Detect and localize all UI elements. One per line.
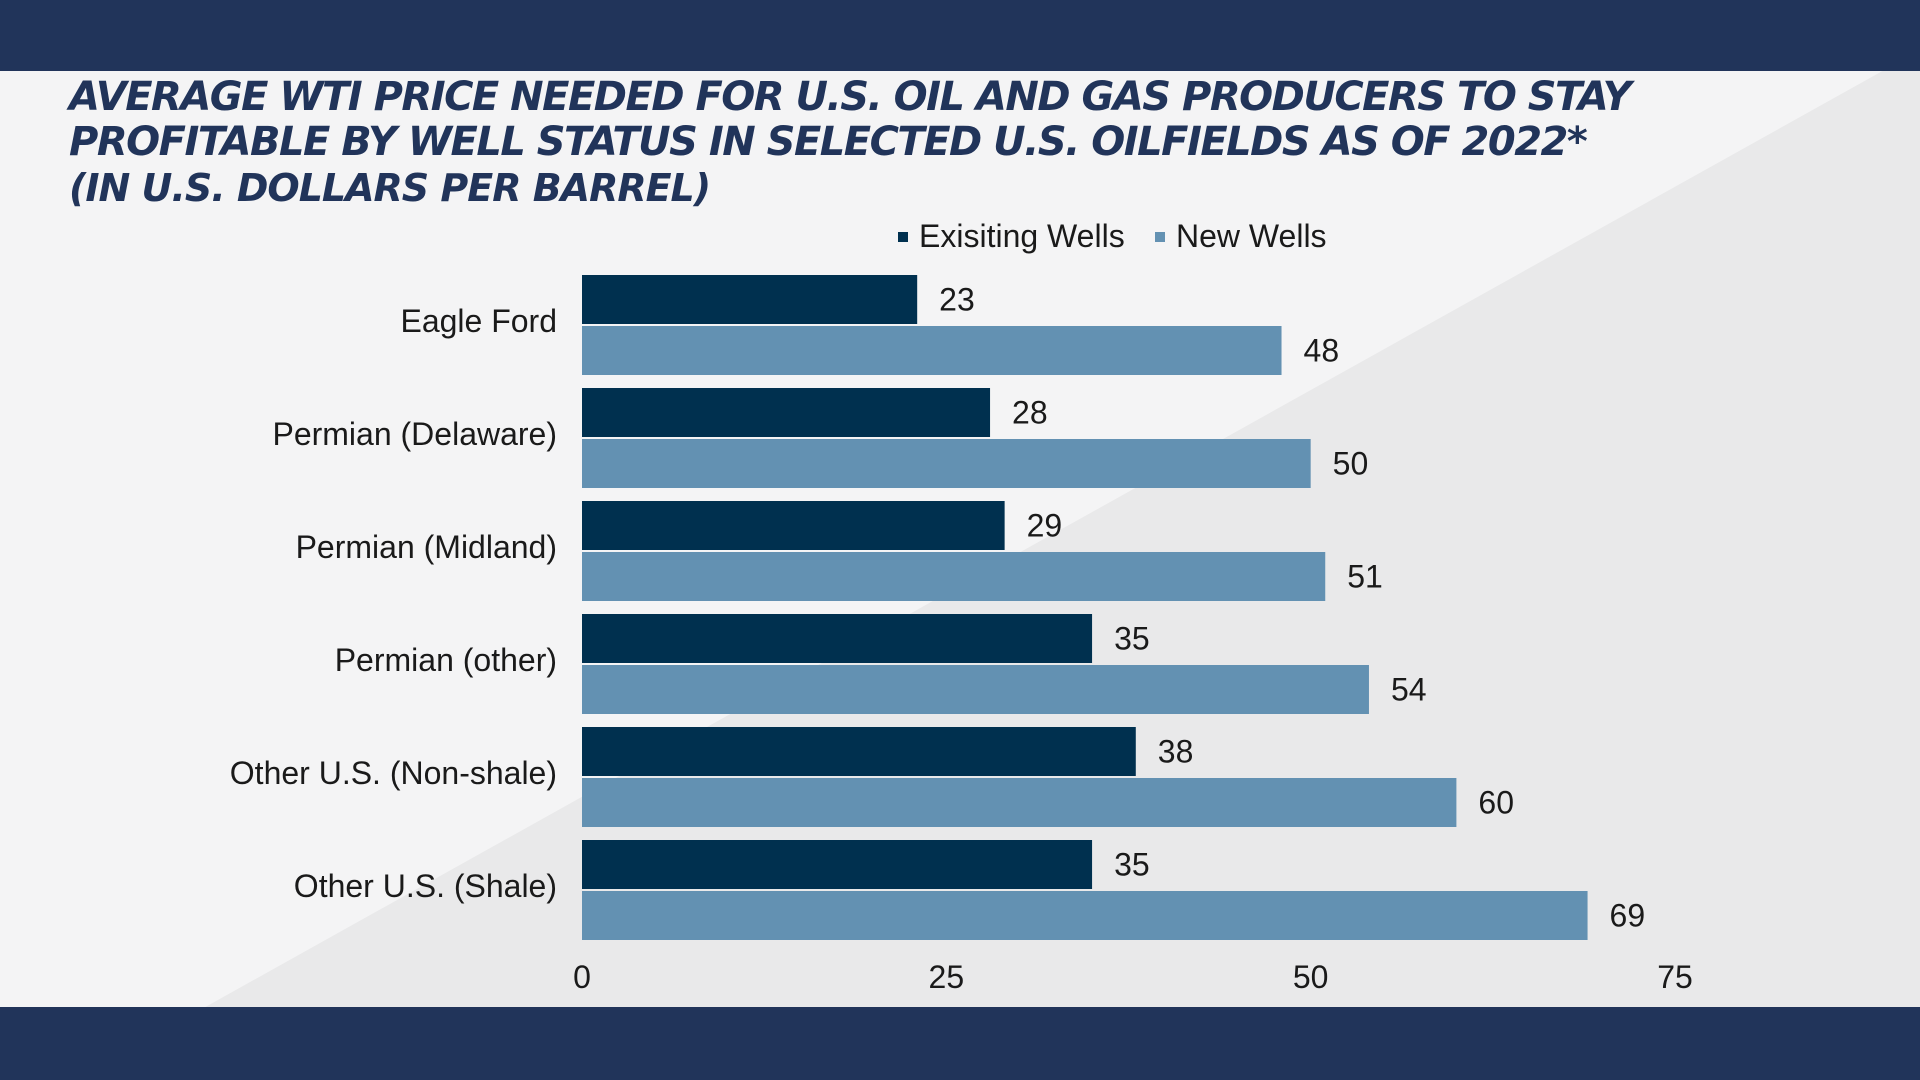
existing-wells-bar xyxy=(582,501,1005,550)
new-wells-bar xyxy=(582,326,1282,375)
chart-title-line-2: PROFITABLE BY WELL STATUS IN SELECTED U.… xyxy=(69,119,1588,165)
bottom-banner xyxy=(0,1007,1920,1080)
existing-wells-bar xyxy=(582,275,918,324)
existing-wells-bar xyxy=(582,614,1093,663)
new-wells-data-label: 54 xyxy=(1391,672,1427,708)
existing-wells-data-label: 23 xyxy=(939,282,975,318)
x-tick-label: 25 xyxy=(929,959,965,995)
new-wells-bar xyxy=(582,665,1369,714)
category-label: Permian (Midland) xyxy=(296,529,557,565)
legend-swatch-new-wells xyxy=(1155,232,1165,242)
new-wells-data-label: 69 xyxy=(1610,898,1646,934)
new-wells-data-label: 50 xyxy=(1333,446,1369,482)
category-label: Other U.S. (Shale) xyxy=(294,868,557,904)
x-tick-label: 0 xyxy=(573,959,591,995)
legend-swatch-existing-wells xyxy=(898,232,908,242)
chart-title-line-1: AVERAGE WTI PRICE NEEDED FOR U.S. OIL AN… xyxy=(69,74,1632,120)
existing-wells-bar xyxy=(582,840,1093,889)
existing-wells-data-label: 29 xyxy=(1027,508,1063,544)
x-tick-label: 50 xyxy=(1293,959,1329,995)
existing-wells-data-label: 35 xyxy=(1114,847,1150,883)
new-wells-bar xyxy=(582,891,1588,940)
category-label: Permian (other) xyxy=(335,642,557,678)
existing-wells-bar xyxy=(582,388,991,437)
new-wells-bar xyxy=(582,778,1457,827)
existing-wells-data-label: 28 xyxy=(1012,395,1048,431)
category-label: Other U.S. (Non-shale) xyxy=(230,755,557,791)
new-wells-data-label: 60 xyxy=(1478,785,1514,821)
new-wells-bar xyxy=(582,439,1311,488)
existing-wells-bar xyxy=(582,727,1136,776)
x-tick-label: 75 xyxy=(1657,959,1693,995)
category-label: Eagle Ford xyxy=(400,303,557,339)
existing-wells-data-label: 35 xyxy=(1114,621,1150,657)
new-wells-data-label: 48 xyxy=(1304,333,1340,369)
new-wells-bar xyxy=(582,552,1326,601)
chart-subtitle: (IN U.S. DOLLARS PER BARREL) xyxy=(69,166,711,210)
existing-wells-data-label: 38 xyxy=(1158,734,1194,770)
legend-label-existing-wells: Exisiting Wells xyxy=(919,218,1125,254)
category-label: Permian (Delaware) xyxy=(272,416,557,452)
new-wells-data-label: 51 xyxy=(1347,559,1383,595)
legend-label-new-wells: New Wells xyxy=(1176,218,1327,254)
top-banner xyxy=(0,0,1920,71)
